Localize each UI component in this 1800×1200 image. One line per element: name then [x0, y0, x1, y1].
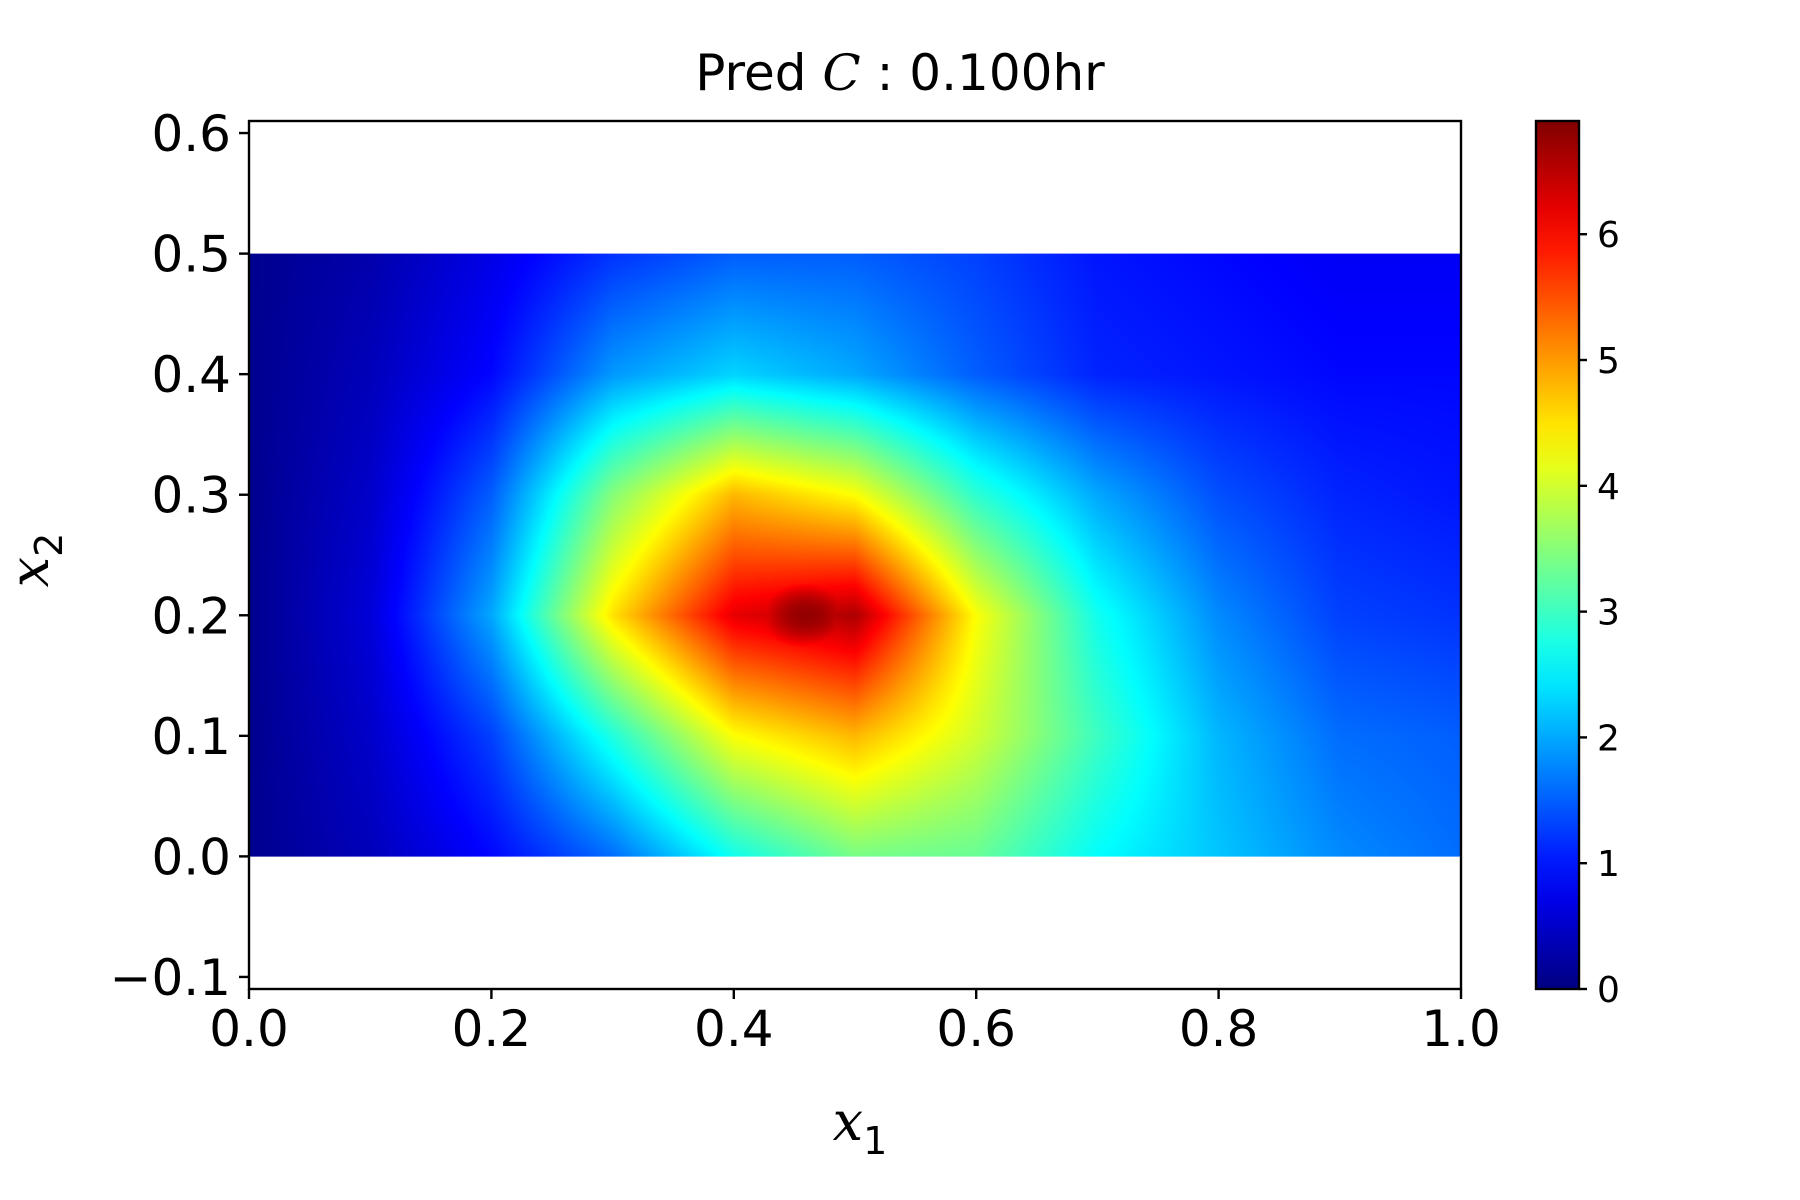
colorbar-tick-label: 0 — [1597, 970, 1620, 1011]
x-axis-label: x1 — [833, 1090, 888, 1163]
colorbar-tick-label: 1 — [1597, 844, 1620, 885]
y-tick-label: 0.3 — [151, 467, 231, 525]
x-tick-label: 0.2 — [452, 1000, 532, 1058]
heatmap-field — [249, 253, 1461, 857]
x-tick-label: 0.8 — [1179, 1000, 1259, 1058]
colorbar-gradient — [1534, 119, 1581, 991]
x-tick-label: 1.0 — [1421, 1000, 1501, 1058]
plot-title: Pred C : 0.100hr — [0, 44, 1800, 102]
x-tick-label: 0.4 — [694, 1000, 774, 1058]
x-tick-label: 0.6 — [936, 1000, 1016, 1058]
title-variable: C — [822, 44, 861, 102]
x-axis: 0.0 0.2 0.4 0.6 0.8 1.0 — [209, 989, 1501, 1058]
colorbar-tick-label: 6 — [1597, 215, 1620, 256]
y-tick-label: 0.6 — [151, 105, 231, 163]
y-axis-label: x2 — [0, 533, 71, 588]
title-suffix: : 0.100hr — [860, 44, 1105, 102]
y-axis-label-subscript: 2 — [27, 533, 71, 557]
colorbar-tick-label: 3 — [1597, 593, 1620, 634]
y-tick-label: 0.0 — [151, 828, 231, 886]
x-tick-label: 0.0 — [209, 1000, 289, 1058]
y-tick-label: 0.5 — [151, 226, 231, 284]
colorbar-tick-label: 2 — [1597, 718, 1620, 759]
y-tick-label: −0.1 — [110, 949, 231, 1007]
y-tick-label: 0.4 — [151, 346, 231, 404]
colorbar-tick-label: 5 — [1597, 341, 1620, 382]
plot-area — [247, 119, 1463, 991]
y-axis: −0.1 0.0 0.1 0.2 0.3 0.4 0.5 0.6 — [110, 105, 249, 1007]
y-tick-label: 0.2 — [151, 587, 231, 645]
title-prefix: Pred — [695, 44, 823, 102]
y-tick-label: 0.1 — [151, 708, 231, 766]
colorbar-tick-label: 4 — [1597, 467, 1620, 508]
colorbar: 0 1 2 3 4 5 6 — [1534, 119, 1620, 1011]
x-axis-label-symbol: x — [833, 1090, 863, 1153]
x-axis-label-subscript: 1 — [863, 1119, 887, 1163]
y-axis-label-symbol: x — [0, 557, 61, 587]
plot-frame — [247, 119, 1463, 991]
